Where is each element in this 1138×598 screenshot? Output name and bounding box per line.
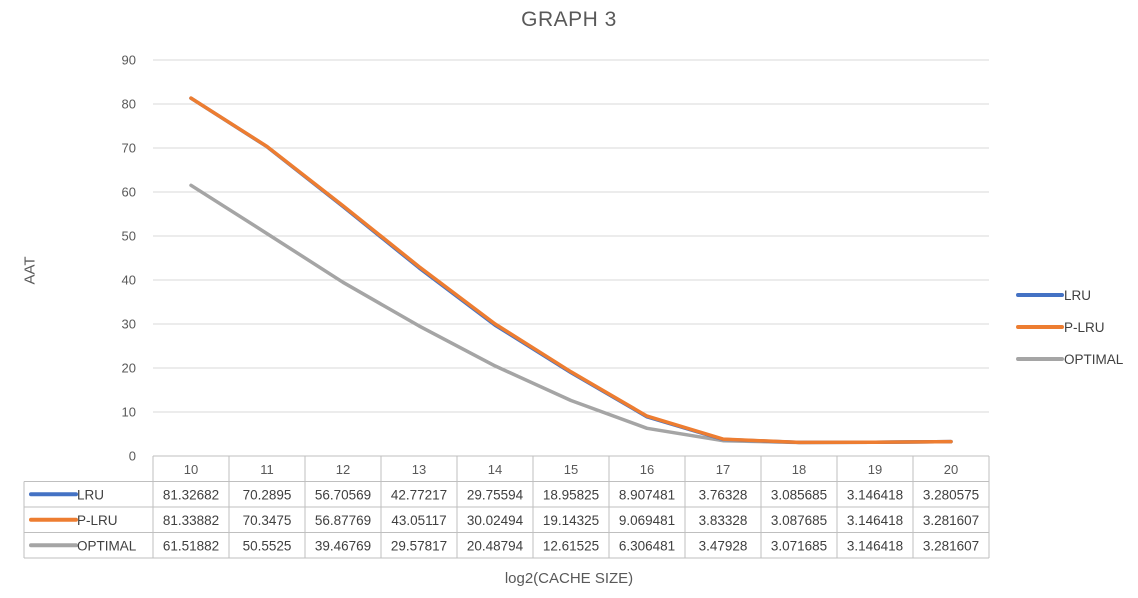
data-label: 81.32682 [163, 487, 219, 502]
data-label: 3.83328 [699, 513, 748, 528]
y-tick-label: 80 [122, 97, 136, 112]
data-label: 81.33882 [163, 513, 219, 528]
x-tick-label: 17 [716, 462, 730, 477]
series-line-optimal [189, 183, 953, 445]
x-tick-label: 16 [640, 462, 654, 477]
data-label: 3.281607 [923, 513, 979, 528]
x-tick-label: 15 [564, 462, 578, 477]
data-label: 18.95825 [543, 487, 599, 502]
y-tick-label: 70 [122, 141, 136, 156]
x-axis-label: log2(CACHE SIZE) [504, 570, 634, 587]
data-label: 12.61525 [543, 538, 599, 553]
y-tick-labels: 0 10 20 30 40 50 60 70 80 90 [122, 53, 136, 464]
data-label: 19.14325 [543, 513, 599, 528]
data-label: 3.146418 [847, 487, 903, 502]
y-tick-label: 30 [122, 317, 136, 332]
table-series-label: LRU [77, 487, 104, 502]
y-tick-label: 10 [122, 405, 136, 420]
data-label: 3.281607 [923, 538, 979, 553]
data-label: 3.280575 [923, 487, 979, 502]
data-label: 43.05117 [391, 513, 446, 528]
data-label: 3.071685 [771, 538, 827, 553]
legend-label: P-LRU [1064, 320, 1105, 335]
table-series-label: OPTIMAL [77, 538, 137, 553]
x-tick-label: 14 [488, 462, 502, 477]
data-label: 3.085685 [771, 487, 827, 502]
series-line-lru [189, 96, 953, 445]
data-label: 56.70569 [315, 487, 371, 502]
data-label: 30.02494 [467, 513, 524, 528]
data-table: 10 11 12 13 14 15 16 17 18 19 20 LRU 81.32682 70.2895… [23, 455, 990, 559]
legend-label: LRU [1064, 288, 1091, 303]
data-label: 3.146418 [847, 538, 903, 553]
data-label: 56.87769 [315, 513, 371, 528]
data-label: 70.2895 [243, 487, 292, 502]
data-label: 3.146418 [847, 513, 903, 528]
x-tick-label: 10 [184, 462, 198, 477]
data-label: 29.75594 [467, 487, 524, 502]
gridlines [153, 59, 989, 457]
x-tick-label: 19 [868, 462, 882, 477]
data-label: 6.306481 [619, 538, 675, 553]
x-tick-label: 12 [336, 462, 350, 477]
x-tick-label: 11 [260, 462, 274, 477]
series-lines [189, 96, 953, 445]
data-label: 70.3475 [243, 513, 292, 528]
series-line-p-lru [189, 96, 953, 445]
y-tick-label: 0 [129, 449, 136, 464]
data-label: 20.48794 [467, 538, 524, 553]
y-tick-label: 60 [122, 185, 136, 200]
x-tick-label: 20 [944, 462, 958, 477]
data-label: 9.069481 [619, 513, 675, 528]
y-tick-label: 20 [122, 361, 136, 376]
data-label: 8.907481 [619, 487, 675, 502]
data-label: 3.76328 [699, 487, 748, 502]
legend: LRU P-LRU OPTIMAL [1016, 288, 1124, 367]
data-label: 50.5525 [243, 538, 292, 553]
x-tick-label: 13 [412, 462, 426, 477]
y-tick-label: 90 [122, 53, 136, 68]
table-series-label: P-LRU [77, 513, 118, 528]
chart-title: GRAPH 3 [521, 8, 617, 31]
data-label: 61.51882 [163, 538, 219, 553]
data-label: 42.77217 [391, 487, 447, 502]
x-tick-label: 18 [792, 462, 806, 477]
data-label: 29.57817 [391, 538, 447, 553]
data-label: 3.47928 [699, 538, 748, 553]
y-tick-label: 50 [122, 229, 136, 244]
legend-label: OPTIMAL [1064, 352, 1124, 367]
data-label: 39.46769 [315, 538, 371, 553]
y-tick-label: 40 [122, 273, 136, 288]
data-label: 3.087685 [771, 513, 827, 528]
